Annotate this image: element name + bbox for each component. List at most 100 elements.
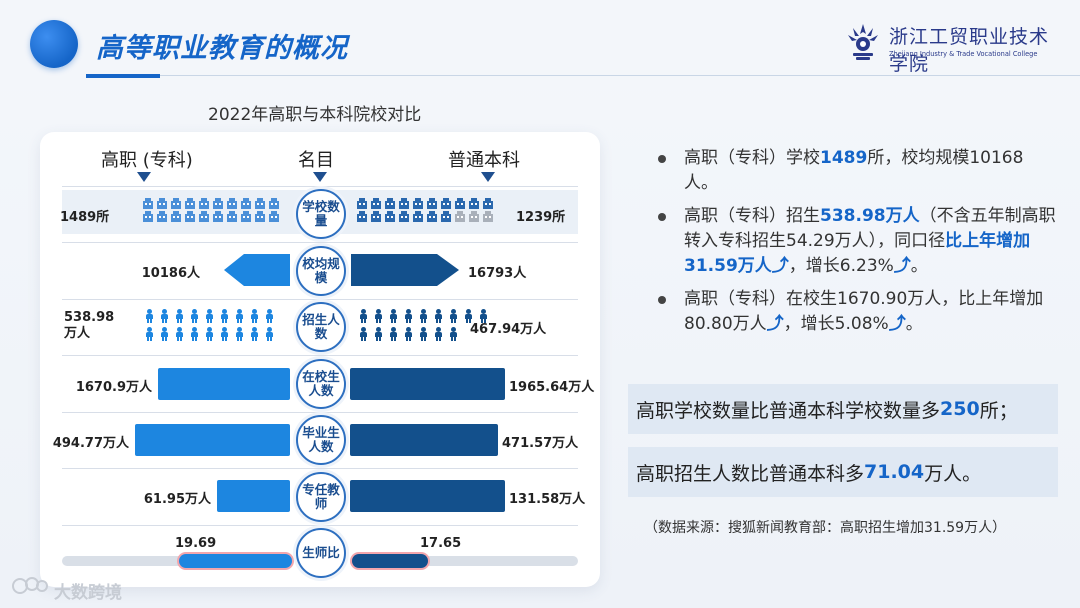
row-divider — [62, 186, 578, 187]
bullet-school-count: 高职（专科）学校1489所，校均规模10168人。 — [656, 146, 1056, 196]
chart-data-label: 1965.64万人 — [509, 380, 595, 395]
person-icon — [249, 327, 259, 341]
up-arrow-icon: ⤴ — [766, 314, 784, 334]
chart-data-label: 1670.9万人 — [75, 380, 152, 395]
watermark-logo-icon — [12, 577, 48, 594]
row-badge-average-scale: 校均规模 — [296, 246, 346, 296]
down-triangle-icon — [481, 172, 495, 182]
person-icon — [264, 309, 274, 323]
school-building-icon — [254, 198, 266, 209]
school-building-icon — [142, 198, 154, 209]
enrollment-icons-vocational — [144, 309, 279, 341]
school-building-icon — [254, 211, 266, 222]
person-icon — [189, 309, 199, 323]
school-building-icon — [240, 211, 252, 222]
person-icon — [144, 309, 154, 323]
person-icon — [403, 309, 413, 323]
summary-bullets: 高职（专科）学校1489所，校均规模10168人。 高职（专科）招生538.98… — [656, 146, 1056, 345]
chart-bar-vocational — [158, 368, 290, 400]
logo-english-name: Zhejiang Industry & Trade Vocational Col… — [889, 50, 1038, 58]
chart-data-label: 538.98万人 — [64, 310, 115, 341]
school-building-icon — [170, 198, 182, 209]
school-building-icon — [454, 211, 466, 222]
chart-data-label: 1239所 — [516, 210, 566, 225]
school-building-icon — [398, 198, 410, 209]
chart-bar-undergraduate — [350, 424, 498, 456]
person-icon — [159, 327, 169, 341]
school-building-icon — [240, 198, 252, 209]
watermark-text: 大数跨境 — [54, 583, 122, 603]
chart-bar-vocational — [217, 480, 290, 512]
school-building-icon — [426, 211, 438, 222]
callout-school-difference: 高职学校数量比普通本科学校数量多 250 所； — [628, 384, 1058, 434]
school-building-icon — [440, 211, 452, 222]
up-arrow-icon: ⤴ — [771, 256, 789, 276]
chart-bar-arrow-vocational — [224, 254, 290, 286]
school-building-icon — [398, 211, 410, 222]
school-building-icon — [384, 198, 396, 209]
bullet-enrollment: 高职（专科）招生538.98万人（不含五年制高职转入专科招生54.29万人），同… — [656, 204, 1056, 279]
school-building-icon — [370, 198, 382, 209]
school-building-icon — [184, 198, 196, 209]
person-icon — [403, 327, 413, 341]
person-icon — [388, 309, 398, 323]
person-icon — [358, 327, 368, 341]
person-icon — [448, 327, 458, 341]
chart-bar-arrow-undergraduate — [351, 254, 459, 286]
school-building-icon — [482, 198, 494, 209]
person-icon — [433, 309, 443, 323]
person-icon — [373, 327, 383, 341]
row-divider — [62, 412, 578, 413]
school-icons-undergraduate — [356, 198, 495, 222]
person-icon — [174, 327, 184, 341]
school-building-icon — [268, 198, 280, 209]
column-header-undergraduate: 普通本科 — [448, 150, 520, 171]
title-underline — [86, 74, 160, 78]
row-badge-students: 在校生人数 — [296, 359, 346, 409]
up-arrow-icon: ⤴ — [888, 314, 906, 334]
school-building-icon — [170, 211, 182, 222]
person-icon — [373, 309, 383, 323]
chart-bar-undergraduate — [350, 368, 505, 400]
row-badge-graduates: 毕业生人数 — [296, 415, 346, 465]
person-icon — [433, 327, 443, 341]
person-icon — [264, 327, 274, 341]
person-icon — [448, 309, 458, 323]
school-building-icon — [370, 211, 382, 222]
person-icon — [219, 309, 229, 323]
chart-data-label: 1489所 — [60, 210, 110, 225]
person-icon — [189, 327, 199, 341]
chart-data-label: 467.94万人 — [470, 322, 547, 337]
school-building-icon — [454, 198, 466, 209]
ratio-track-undergraduate — [350, 556, 578, 566]
college-logo: 浙江工贸职业技术学院 Zhejiang Industry & Trade Voc… — [845, 20, 1055, 75]
column-header-item: 名目 — [298, 150, 334, 171]
school-building-icon — [482, 211, 494, 222]
person-icon — [418, 309, 428, 323]
person-icon — [463, 309, 473, 323]
school-building-icon — [198, 198, 210, 209]
person-icon — [358, 309, 368, 323]
title-rule — [160, 75, 1080, 76]
column-header-vocational: 高职 (专科) — [101, 150, 193, 171]
chart-data-label: 131.58万人 — [509, 492, 586, 507]
row-badge-teachers: 专任教师 — [296, 472, 346, 522]
school-building-icon — [212, 211, 224, 222]
chart-data-label: 61.95万人 — [143, 492, 211, 507]
school-icons-vocational — [142, 198, 281, 222]
chart-data-label: 19.69 — [175, 536, 217, 551]
person-icon — [144, 327, 154, 341]
school-building-icon — [356, 198, 368, 209]
person-icon — [204, 327, 214, 341]
title-circle-icon — [30, 20, 78, 68]
bullet-students: 高职（专科）在校生1670.90万人，比上年增加80.80万人⤴，增长5.08%… — [656, 287, 1056, 337]
school-building-icon — [412, 198, 424, 209]
row-divider — [62, 355, 578, 356]
school-building-icon — [226, 198, 238, 209]
row-badge-enrollment: 招生人数 — [296, 302, 346, 352]
person-icon — [388, 327, 398, 341]
logo-chinese-name: 浙江工贸职业技术学院 — [889, 26, 1050, 75]
school-building-icon — [226, 211, 238, 222]
chart-data-label: 16793人 — [468, 266, 527, 281]
